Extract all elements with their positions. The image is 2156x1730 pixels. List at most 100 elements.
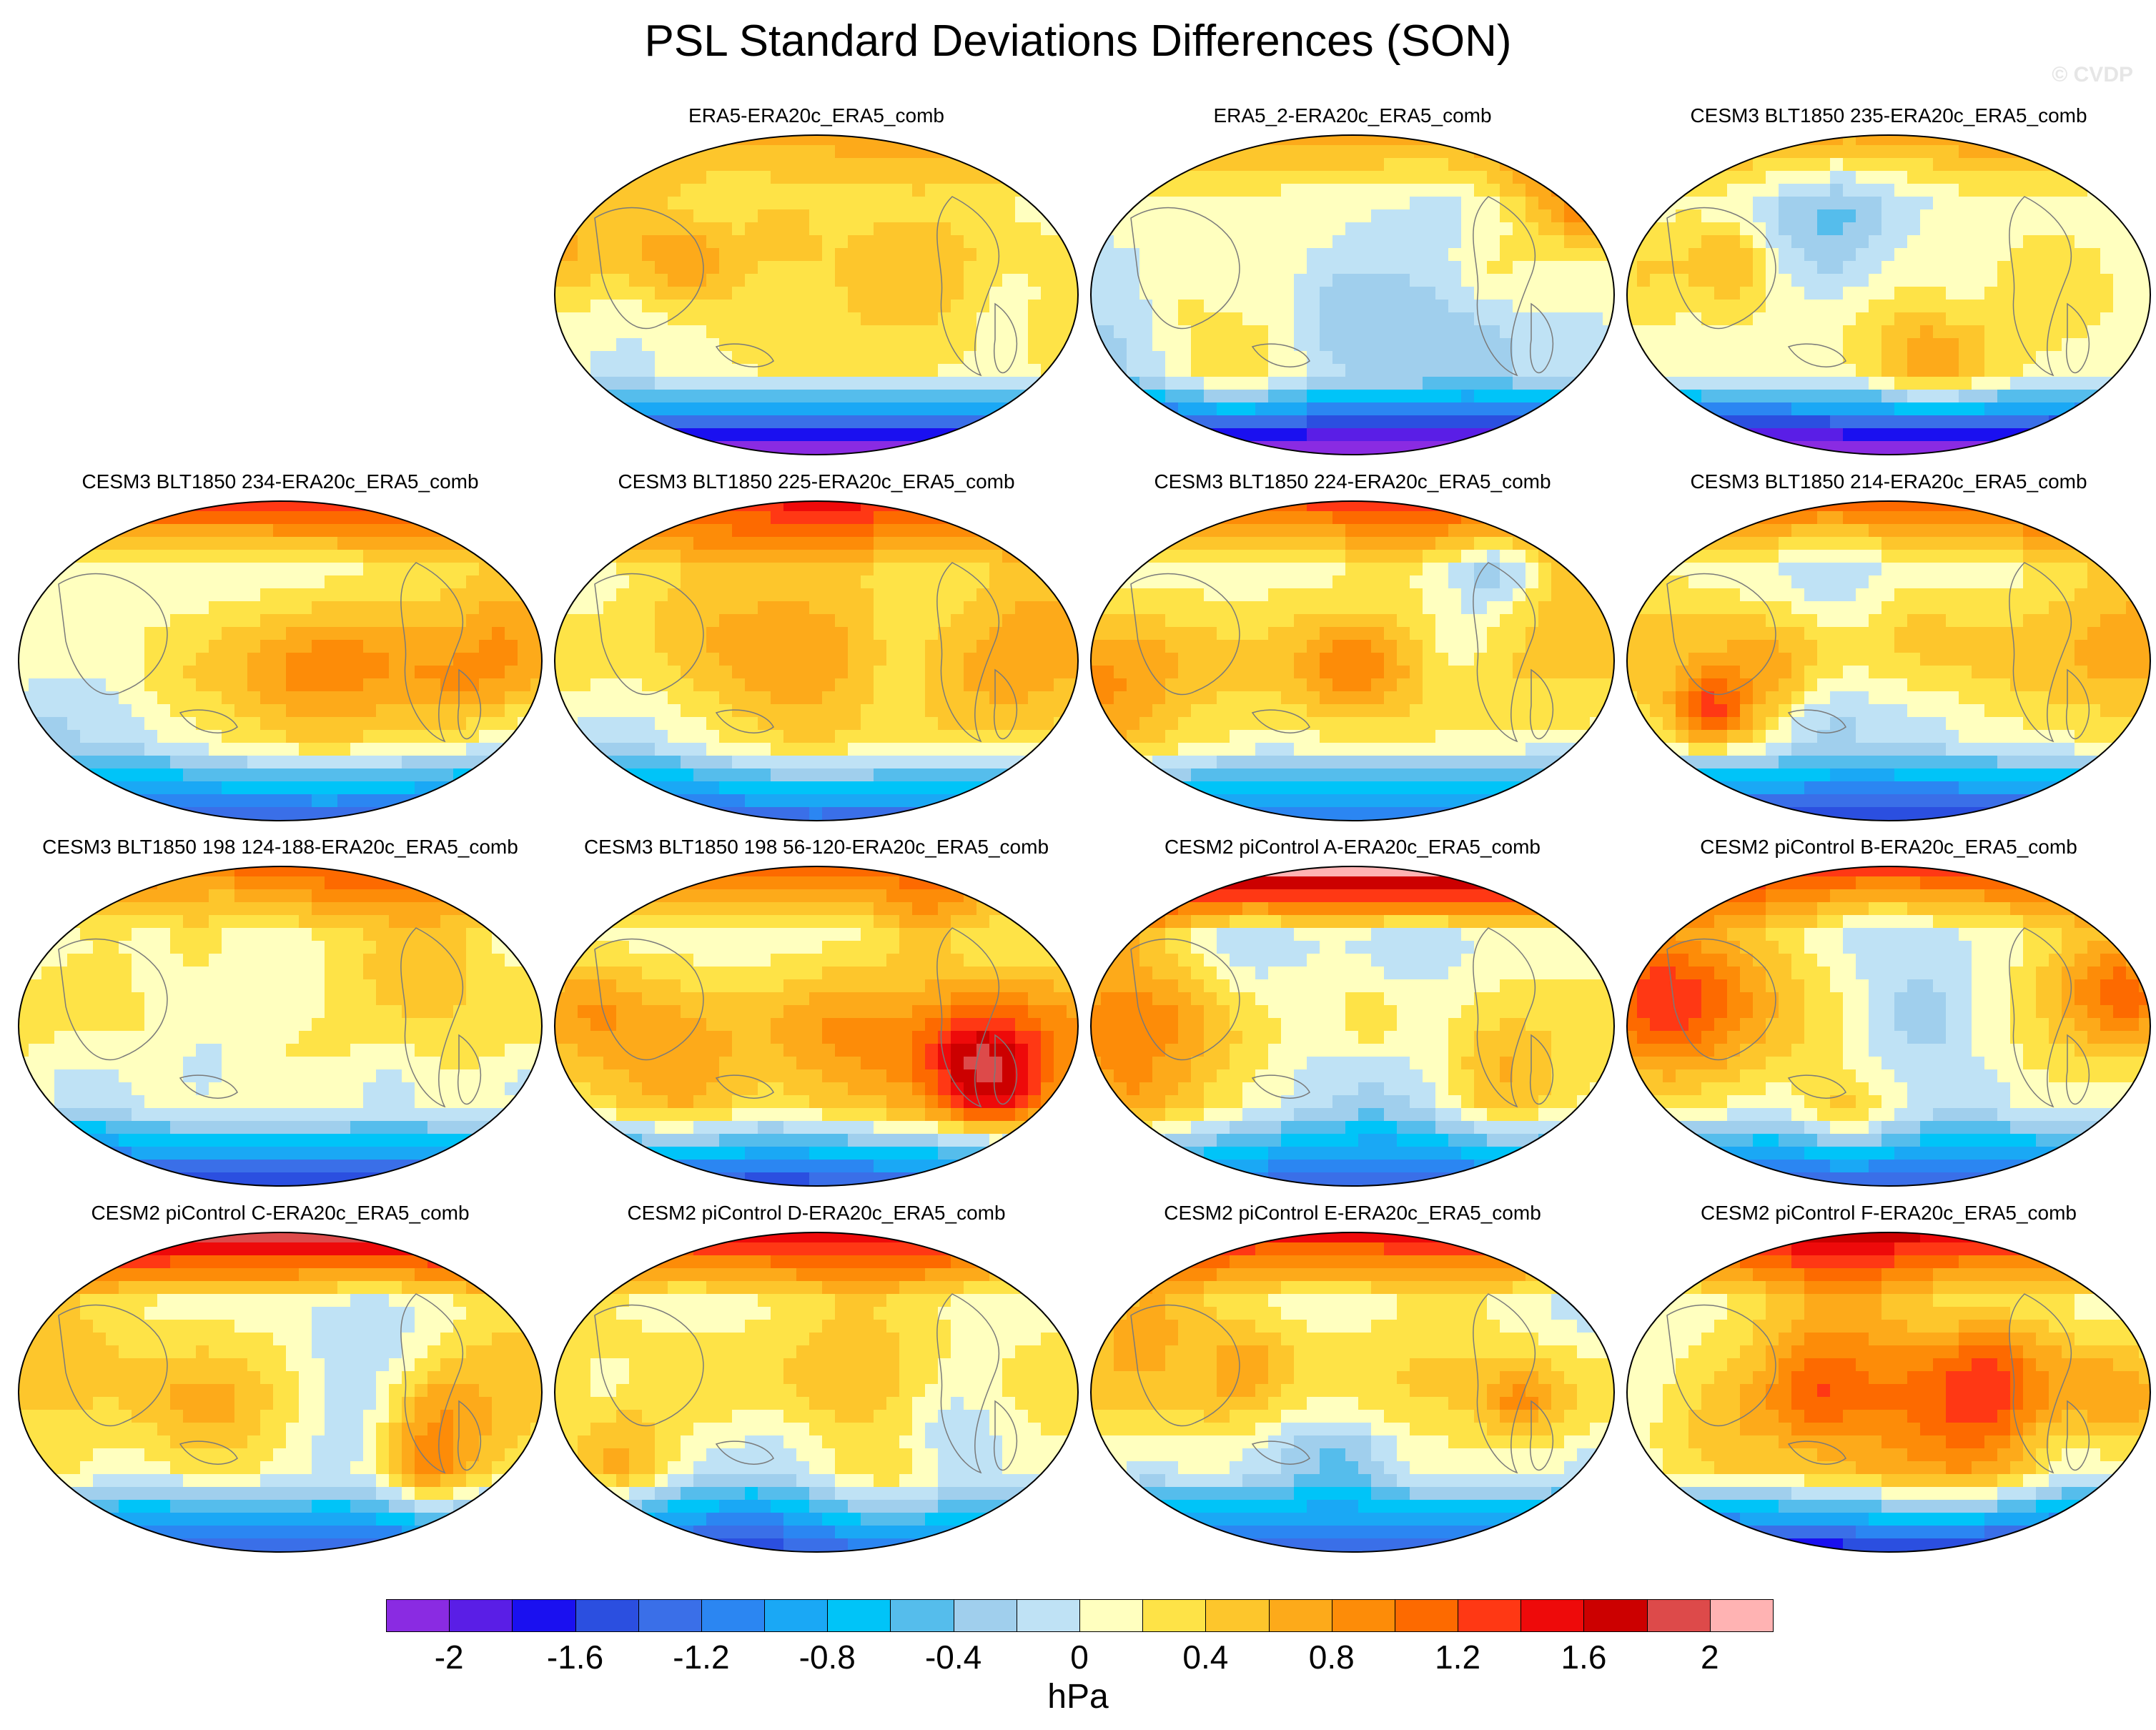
field-cell [222, 588, 235, 602]
field-cell [1946, 428, 1959, 442]
field-cell [1371, 300, 1385, 313]
field-cell [732, 158, 746, 172]
field-cell [1217, 415, 1230, 429]
field-cell [1067, 550, 1078, 563]
field-cell [835, 563, 849, 576]
field-cell [1371, 171, 1385, 184]
field-cell [578, 274, 591, 287]
field-cell [1028, 441, 1042, 455]
field-cell [505, 524, 518, 538]
field-cell [1637, 454, 1651, 455]
field-cell [415, 678, 428, 692]
field-cell [1307, 248, 1320, 262]
field-cell [719, 627, 733, 641]
field-cell [1959, 248, 1972, 262]
field-cell [119, 768, 132, 782]
field-cell [1127, 351, 1140, 365]
field-cell [706, 222, 720, 236]
field-cell [1791, 287, 1805, 300]
field-cell [783, 524, 797, 538]
field-cell [106, 640, 119, 653]
field-cell [758, 640, 771, 653]
field-cell [1791, 197, 1805, 210]
field-cell [899, 364, 913, 377]
field-cell [616, 235, 630, 249]
field-cell [603, 511, 617, 525]
field-cell [337, 768, 351, 782]
field-cell [260, 794, 274, 808]
field-cell [1701, 261, 1715, 275]
field-cell [2126, 158, 2140, 172]
field-cell [835, 550, 849, 563]
field-cell [2113, 171, 2127, 184]
field-cell [2023, 325, 2037, 339]
field-cell [363, 704, 377, 718]
field-cell [1268, 351, 1282, 365]
field-cell [745, 614, 758, 628]
field-cell [706, 627, 720, 641]
field-cell [719, 390, 733, 403]
field-cell [1487, 287, 1500, 300]
field-cell [1332, 235, 1346, 249]
field-cell [1869, 274, 1882, 287]
field-cell [1015, 145, 1029, 159]
field-cell [796, 158, 810, 172]
field-cell [1204, 145, 1217, 159]
field-cell [196, 794, 209, 808]
field-cell [2126, 209, 2140, 223]
field-cell [719, 248, 733, 262]
field-cell [629, 441, 643, 455]
field-cell [912, 248, 926, 262]
field-cell [1015, 640, 1029, 653]
field-cell [1320, 158, 1333, 172]
field-cell [1448, 454, 1462, 455]
field-cell [1474, 338, 1488, 352]
field-cell [1002, 261, 1016, 275]
field-cell [1015, 524, 1029, 538]
field-cell [1564, 209, 1578, 223]
field-cell [861, 550, 874, 563]
field-cell [1577, 197, 1591, 210]
field-cell [822, 325, 836, 339]
field-cell [732, 575, 746, 589]
field-cell [668, 511, 681, 525]
field-cell [1830, 454, 1844, 455]
field-cell [1015, 666, 1029, 679]
field-cell [668, 537, 681, 550]
field-cell [1002, 640, 1016, 653]
field-cell [1054, 390, 1067, 403]
field-cell [222, 666, 235, 679]
field-cell [41, 627, 55, 641]
field-cell [29, 756, 42, 769]
field-cell [655, 501, 668, 512]
field-cell [1513, 338, 1526, 352]
field-cell [2036, 235, 2049, 249]
field-cell [809, 563, 823, 576]
field-cell [247, 511, 261, 525]
field-cell [2010, 145, 2024, 159]
field-cell [964, 235, 977, 249]
field-cell [758, 428, 771, 442]
field-cell [1423, 197, 1436, 210]
field-cell [286, 794, 300, 808]
field-cell [693, 601, 707, 615]
field-cell [1830, 364, 1844, 377]
field-cell [1869, 415, 1882, 429]
field-cell [170, 563, 184, 576]
field-cell [565, 640, 578, 653]
field-cell [106, 794, 119, 808]
field-cell [616, 402, 630, 416]
field-cell [2100, 428, 2114, 442]
field-cell [951, 537, 964, 550]
field-cell [1002, 158, 1016, 172]
field-cell [1984, 158, 1998, 172]
field-cell [1204, 209, 1217, 223]
field-cell [578, 627, 591, 641]
field-cell [29, 653, 42, 666]
field-cell [976, 614, 990, 628]
field-cell [1152, 135, 1166, 146]
field-cell [1178, 184, 1192, 197]
field-cell [874, 601, 887, 615]
field-cell [629, 287, 643, 300]
field-cell [196, 537, 209, 550]
